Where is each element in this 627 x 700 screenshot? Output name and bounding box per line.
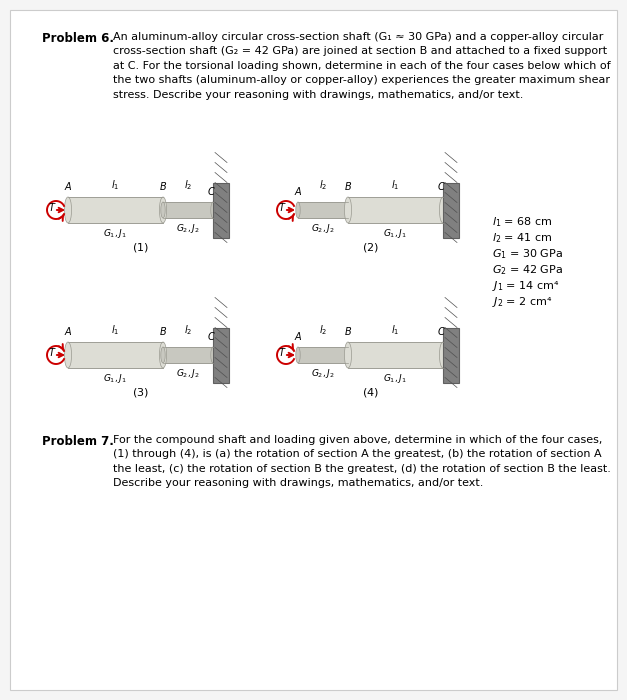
Text: $G_1,J_1$: $G_1,J_1$	[103, 227, 127, 240]
Ellipse shape	[159, 342, 167, 368]
Text: $G_2,J_2$: $G_2,J_2$	[176, 222, 200, 235]
Ellipse shape	[161, 202, 165, 218]
Text: $l_1$: $l_1$	[112, 178, 120, 192]
Text: $l_1$: $l_1$	[112, 323, 120, 337]
Text: $T$: $T$	[48, 346, 56, 358]
Text: $(3)$: $(3)$	[132, 386, 149, 399]
Text: $G_2$ = 42 GPa: $G_2$ = 42 GPa	[492, 263, 563, 276]
Ellipse shape	[161, 347, 165, 363]
Text: $l_1$: $l_1$	[391, 178, 399, 192]
Text: $G_1$ = 30 GPa: $G_1$ = 30 GPa	[492, 247, 563, 261]
Text: $(2)$: $(2)$	[362, 241, 379, 254]
Ellipse shape	[344, 197, 352, 223]
Text: $l_2$: $l_2$	[184, 323, 192, 337]
Text: $G_1,J_1$: $G_1,J_1$	[103, 372, 127, 385]
Ellipse shape	[346, 202, 350, 218]
Text: $C$: $C$	[436, 325, 445, 337]
Bar	[298, 347, 348, 363]
Text: $G_1,J_1$: $G_1,J_1$	[384, 372, 408, 385]
Text: $(1)$: $(1)$	[132, 241, 149, 254]
Text: $l_1$: $l_1$	[391, 323, 399, 337]
Text: $A$: $A$	[64, 325, 72, 337]
Text: $B$: $B$	[344, 325, 352, 337]
Ellipse shape	[296, 347, 300, 363]
Bar	[348, 342, 443, 368]
Text: $T$: $T$	[278, 346, 287, 358]
Text: $A$: $A$	[293, 330, 302, 342]
Text: $(4)$: $(4)$	[362, 386, 379, 399]
Bar	[68, 342, 163, 368]
Ellipse shape	[65, 197, 71, 223]
Text: $l_2$: $l_2$	[319, 178, 327, 192]
Text: $G_2,J_2$: $G_2,J_2$	[176, 367, 200, 380]
Text: $l_2$ = 41 cm: $l_2$ = 41 cm	[492, 231, 552, 245]
Bar	[163, 347, 213, 363]
Ellipse shape	[440, 342, 446, 368]
Ellipse shape	[211, 202, 215, 218]
Bar	[163, 202, 213, 218]
Bar	[213, 328, 229, 382]
Text: $C$: $C$	[207, 330, 216, 342]
Text: $B$: $B$	[159, 325, 167, 337]
Text: $l_2$: $l_2$	[319, 323, 327, 337]
Text: $A$: $A$	[293, 185, 302, 197]
Text: $J_2$ = 2 cm⁴: $J_2$ = 2 cm⁴	[492, 295, 552, 309]
Text: Problem 7.: Problem 7.	[42, 435, 114, 448]
Ellipse shape	[344, 342, 352, 368]
Bar	[443, 328, 459, 382]
Ellipse shape	[346, 347, 350, 363]
Text: An aluminum-alloy circular cross-section shaft (G₁ ≈ 30 GPa) and a copper-alloy : An aluminum-alloy circular cross-section…	[113, 32, 611, 99]
Bar	[213, 183, 229, 237]
Text: $T$: $T$	[278, 201, 287, 213]
Text: $G_1,J_1$: $G_1,J_1$	[384, 227, 408, 240]
Bar	[443, 183, 459, 237]
Text: $l_1$ = 68 cm: $l_1$ = 68 cm	[492, 215, 552, 229]
Text: $T$: $T$	[48, 201, 56, 213]
Bar	[298, 202, 348, 218]
Text: For the compound shaft and loading given above, determine in which of the four c: For the compound shaft and loading given…	[113, 435, 611, 488]
Ellipse shape	[211, 347, 215, 363]
Text: $l_2$: $l_2$	[184, 178, 192, 192]
Text: $B$: $B$	[159, 180, 167, 192]
Text: Problem 6.: Problem 6.	[42, 32, 114, 45]
Ellipse shape	[296, 202, 300, 218]
Text: $C$: $C$	[207, 185, 216, 197]
Bar	[348, 197, 443, 223]
Bar	[68, 197, 163, 223]
Ellipse shape	[159, 197, 167, 223]
Text: $A$: $A$	[64, 180, 72, 192]
Ellipse shape	[65, 342, 71, 368]
Text: $C$: $C$	[436, 180, 445, 192]
Ellipse shape	[440, 197, 446, 223]
Text: $B$: $B$	[344, 180, 352, 192]
Text: $J_1$ = 14 cm⁴: $J_1$ = 14 cm⁴	[492, 279, 559, 293]
Text: $G_2,J_2$: $G_2,J_2$	[311, 367, 335, 380]
Text: $G_2,J_2$: $G_2,J_2$	[311, 222, 335, 235]
